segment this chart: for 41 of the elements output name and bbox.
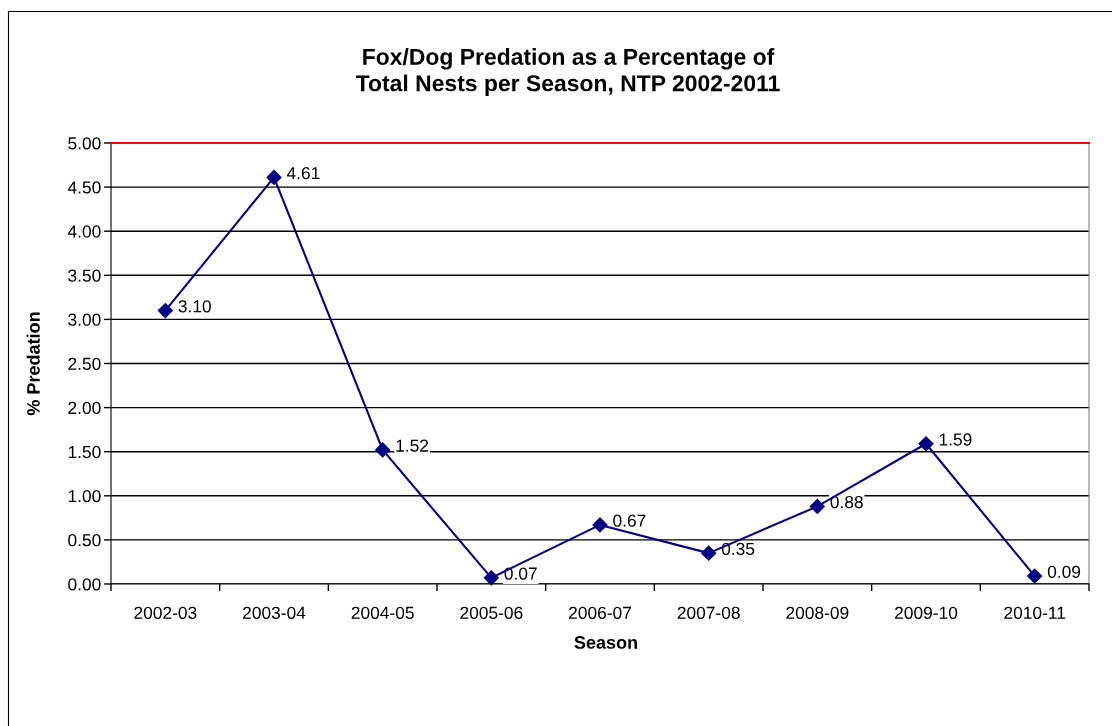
point [592, 517, 608, 533]
point [157, 303, 173, 319]
x-axis-title: Season [574, 636, 637, 649]
point [375, 442, 391, 458]
x-tick-label: 2006-07 [569, 606, 631, 619]
y-tick-label: 3.00 [68, 313, 101, 326]
data-label: 0.09 [1047, 565, 1081, 578]
x-tick-label: 2009-10 [895, 606, 958, 619]
x-tick-label: 2003-04 [243, 606, 306, 619]
point [266, 169, 282, 185]
data-label: 1.59 [939, 433, 972, 446]
x-tick-label: 2005-06 [460, 606, 523, 619]
data-label: 0.88 [830, 495, 863, 509]
chart-title: Fox/Dog Predation as a Percentage of Total Nests per Season, NTP 2002-2011 [355, 48, 780, 96]
y-tick-label: 2.00 [68, 401, 101, 415]
x-tick-label: 2008-09 [786, 606, 849, 619]
data-label: 1.52 [396, 439, 429, 452]
data-label: 0.35 [721, 542, 755, 556]
x-tick-label: 2010-11 [1004, 606, 1066, 619]
y-tick-label: 1.00 [68, 489, 101, 503]
y-tick-label: 4.50 [67, 181, 101, 194]
y-tick-label: 0.50 [68, 534, 101, 547]
point [809, 498, 825, 514]
point [701, 545, 717, 561]
y-tick-label: 4.00 [67, 225, 101, 238]
data-label: 3.10 [178, 300, 211, 313]
data-label: 4.61 [286, 166, 320, 180]
point [1027, 568, 1043, 584]
y-tick-label: 2.50 [68, 357, 101, 370]
y-tick-label: 0.00 [68, 578, 101, 591]
y-tick-label: 5.00 [68, 137, 101, 150]
data-label: 0.67 [613, 514, 646, 527]
x-tick-label: 2007-08 [677, 606, 740, 619]
y-tick-label: 3.50 [68, 269, 101, 282]
point [483, 570, 499, 586]
point [918, 436, 934, 452]
x-tick-label: 2002-03 [134, 606, 197, 619]
y-tick-label: 1.50 [68, 445, 101, 459]
y-axis-title: % Predation [26, 312, 40, 416]
x-tick-label: 2004-05 [351, 606, 414, 619]
data-label: 0.07 [504, 567, 537, 580]
